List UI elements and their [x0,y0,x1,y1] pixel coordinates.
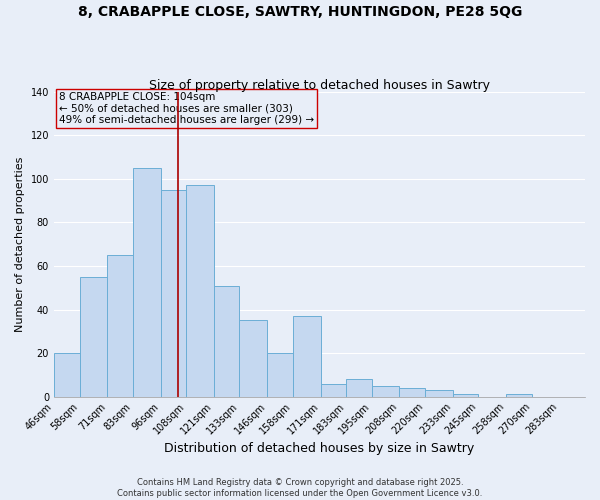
Bar [320,384,346,396]
Bar [161,190,186,396]
Y-axis label: Number of detached properties: Number of detached properties [15,156,25,332]
Bar [372,386,400,396]
Bar [400,388,425,396]
Text: 8 CRABAPPLE CLOSE: 104sqm
← 50% of detached houses are smaller (303)
49% of semi: 8 CRABAPPLE CLOSE: 104sqm ← 50% of detac… [59,92,314,125]
Bar [293,316,320,396]
Title: Size of property relative to detached houses in Sawtry: Size of property relative to detached ho… [149,79,490,92]
Bar [453,394,478,396]
Bar [80,277,107,396]
X-axis label: Distribution of detached houses by size in Sawtry: Distribution of detached houses by size … [164,442,475,455]
Text: Contains HM Land Registry data © Crown copyright and database right 2025.
Contai: Contains HM Land Registry data © Crown c… [118,478,482,498]
Bar [54,353,80,397]
Bar [346,379,372,396]
Bar [186,186,214,396]
Text: 8, CRABAPPLE CLOSE, SAWTRY, HUNTINGDON, PE28 5QG: 8, CRABAPPLE CLOSE, SAWTRY, HUNTINGDON, … [78,5,522,19]
Bar [267,353,293,397]
Bar [214,286,239,397]
Bar [107,255,133,396]
Bar [506,394,532,396]
Bar [425,390,453,396]
Bar [239,320,267,396]
Bar [133,168,161,396]
